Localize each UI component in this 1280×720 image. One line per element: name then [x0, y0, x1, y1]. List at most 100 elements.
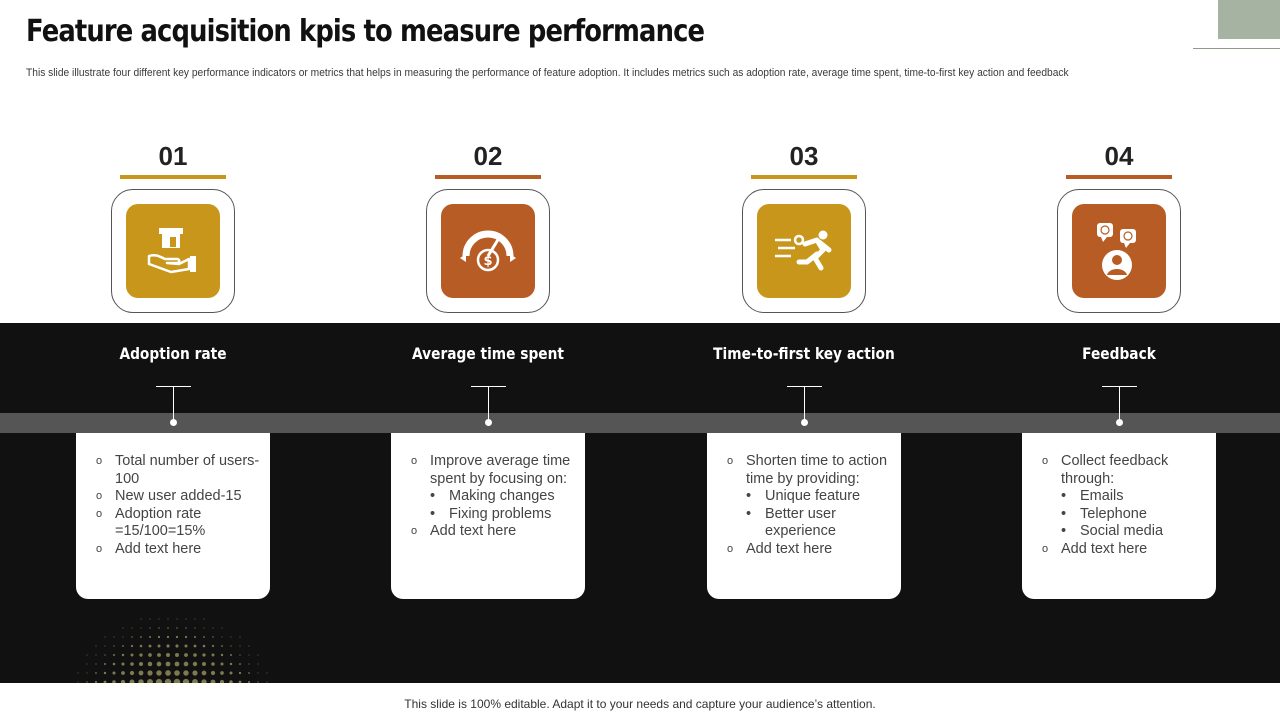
decorative-dot	[229, 671, 233, 675]
sub-bullet-item: Telephone	[1061, 506, 1208, 524]
decorative-dot	[104, 654, 106, 656]
kpi-label: Feedback	[1082, 344, 1156, 363]
kpi-number-underline	[751, 175, 857, 179]
decorative-dot	[95, 663, 97, 665]
decorative-dot	[140, 627, 142, 629]
kpi-label: Time-to-first key action	[713, 344, 895, 363]
decorative-dot	[174, 661, 180, 667]
kpi-bullet-list: Collect feedback through:EmailsTelephone…	[1042, 453, 1208, 559]
decorative-dot	[201, 661, 207, 667]
bullet-text: Add text here	[1061, 540, 1148, 557]
decorative-dot	[248, 654, 250, 656]
bullet-item: Add text here	[96, 541, 262, 559]
decorative-dot	[220, 671, 224, 675]
corner-decoration	[1218, 0, 1280, 39]
decorative-dot	[211, 662, 215, 666]
decorative-dot	[176, 627, 178, 629]
decorative-dot	[202, 644, 206, 648]
decorative-dot	[220, 662, 224, 666]
decorative-dot	[131, 636, 133, 638]
decorative-dot	[239, 645, 241, 647]
decorative-dot	[212, 636, 214, 638]
decorative-dot	[86, 681, 88, 683]
decorative-dot	[185, 627, 187, 629]
decorative-dot	[167, 627, 169, 629]
decorative-dot	[95, 672, 97, 674]
bullet-item: Add text here	[727, 541, 893, 559]
decorative-dot	[103, 671, 107, 675]
sub-bullet-list: EmailsTelephoneSocial media	[1061, 488, 1208, 541]
decorative-dot	[266, 681, 268, 683]
timeline-bar	[0, 413, 1280, 433]
decorative-dot	[86, 663, 88, 665]
bullet-text: Adoption rate =15/100=15%	[115, 505, 206, 540]
decorative-dot	[183, 661, 189, 667]
sub-bullet-item: Emails	[1061, 488, 1208, 506]
decorative-dot	[140, 618, 142, 620]
decorative-dot	[113, 654, 115, 656]
decorative-dot	[257, 681, 259, 683]
sub-bullet-list: Making changesFixing problems	[430, 488, 577, 523]
decorative-dot	[140, 636, 142, 638]
decorative-dot	[121, 671, 125, 675]
connector-dot	[801, 419, 808, 426]
decorative-dot	[122, 627, 124, 629]
feedback-person-icon	[1097, 223, 1136, 280]
decorative-dot	[77, 681, 79, 683]
decorative-dot	[165, 661, 171, 667]
kpi-card: Collect feedback through:EmailsTelephone…	[1022, 433, 1216, 599]
decorative-dot	[156, 670, 162, 676]
bullet-text: Add text here	[746, 540, 833, 557]
decorative-dot	[122, 636, 124, 638]
decorative-dot	[130, 644, 134, 648]
decorative-dot	[175, 653, 179, 657]
decorative-dot	[229, 680, 233, 684]
kpi-label: Adoption rate	[119, 344, 227, 363]
footer-area	[0, 683, 1280, 720]
decorative-dot	[239, 636, 241, 638]
decorative-dot	[175, 644, 179, 648]
decorative-dot	[230, 654, 232, 656]
decorative-dot	[203, 618, 205, 620]
decorative-dot	[157, 653, 161, 657]
decorative-dot	[113, 645, 115, 647]
decorative-dot	[113, 636, 115, 638]
decorative-dot	[130, 662, 134, 666]
decorative-dot	[194, 618, 196, 620]
bullet-item: Shorten time to action time by providing…	[727, 453, 893, 541]
sub-bullet-item: Making changes	[430, 488, 577, 506]
sub-bullet-item: Better user experience	[746, 506, 893, 541]
bullet-text: Improve average time spent by focusing o…	[430, 453, 571, 487]
decorative-dot	[122, 645, 124, 647]
decorative-dot	[175, 635, 179, 639]
sub-bullet-item: Social media	[1061, 523, 1208, 541]
decorative-dot	[238, 680, 242, 684]
decorative-dot	[158, 627, 160, 629]
kpi-bullet-list: Shorten time to action time by providing…	[727, 453, 893, 559]
connector-vertical	[804, 386, 805, 422]
decorative-dot	[139, 644, 143, 648]
decorative-dot	[157, 644, 161, 648]
kpi-card: Shorten time to action time by providing…	[707, 433, 901, 599]
decorative-dot	[148, 644, 152, 648]
decorative-dot	[104, 636, 106, 638]
icon-tile	[757, 204, 851, 298]
connector-dot	[170, 419, 177, 426]
icon-tile: $	[441, 204, 535, 298]
hand-holding-box-icon	[147, 228, 196, 274]
sub-bullet-list: Unique featureBetter user experience	[746, 488, 893, 541]
decorative-dot	[257, 672, 259, 674]
decorative-dot	[184, 644, 188, 648]
bullet-item: Improve average time spent by focusing o…	[411, 453, 577, 523]
connector-vertical	[173, 386, 174, 422]
bullet-text: Add text here	[430, 523, 517, 540]
decorative-dot	[248, 672, 250, 674]
bullet-item: Add text here	[411, 523, 577, 541]
decorative-dot	[112, 662, 116, 666]
decorative-dot	[149, 618, 151, 620]
bullet-item: Add text here	[1042, 541, 1208, 559]
kpi-bullet-list: Improve average time spent by focusing o…	[411, 453, 577, 541]
icon-tile	[1072, 204, 1166, 298]
connector-dot	[485, 419, 492, 426]
decorative-dot	[193, 653, 197, 657]
